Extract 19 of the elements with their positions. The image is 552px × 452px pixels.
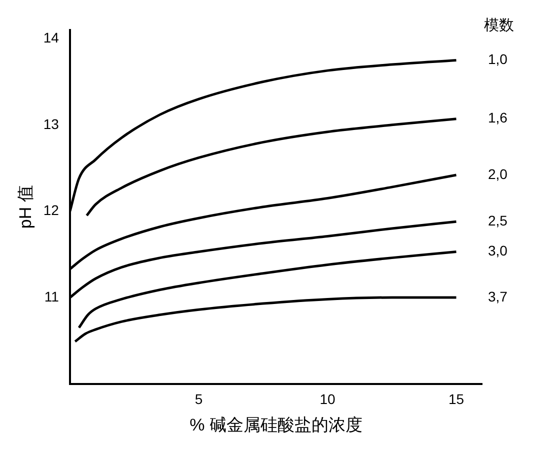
text: 1,6 [488, 110, 508, 126]
x-tick-label: 10 [320, 391, 336, 408]
x-axis-title: % 碱金属硅酸盐的浓度 [190, 415, 362, 434]
y-axis-title: pH 值 [16, 185, 35, 229]
text: 2,0 [488, 166, 508, 182]
line-series [74, 296, 458, 343]
text: 1,0 [488, 51, 508, 68]
legend-title: 模数 [484, 17, 514, 34]
line-series [85, 118, 458, 217]
y-tick-label: 12 [43, 202, 60, 218]
y-tick-label: 11 [44, 288, 60, 304]
y-tick-label: 13 [43, 116, 60, 132]
x-tick-label: 5 [194, 391, 203, 408]
text: 3,7 [488, 288, 508, 304]
x-tick-label: 15 [448, 391, 464, 408]
text: 2,5 [488, 212, 508, 228]
text: 3,0 [488, 242, 508, 259]
line-series [78, 250, 458, 329]
y-tick-label: 14 [43, 29, 60, 46]
